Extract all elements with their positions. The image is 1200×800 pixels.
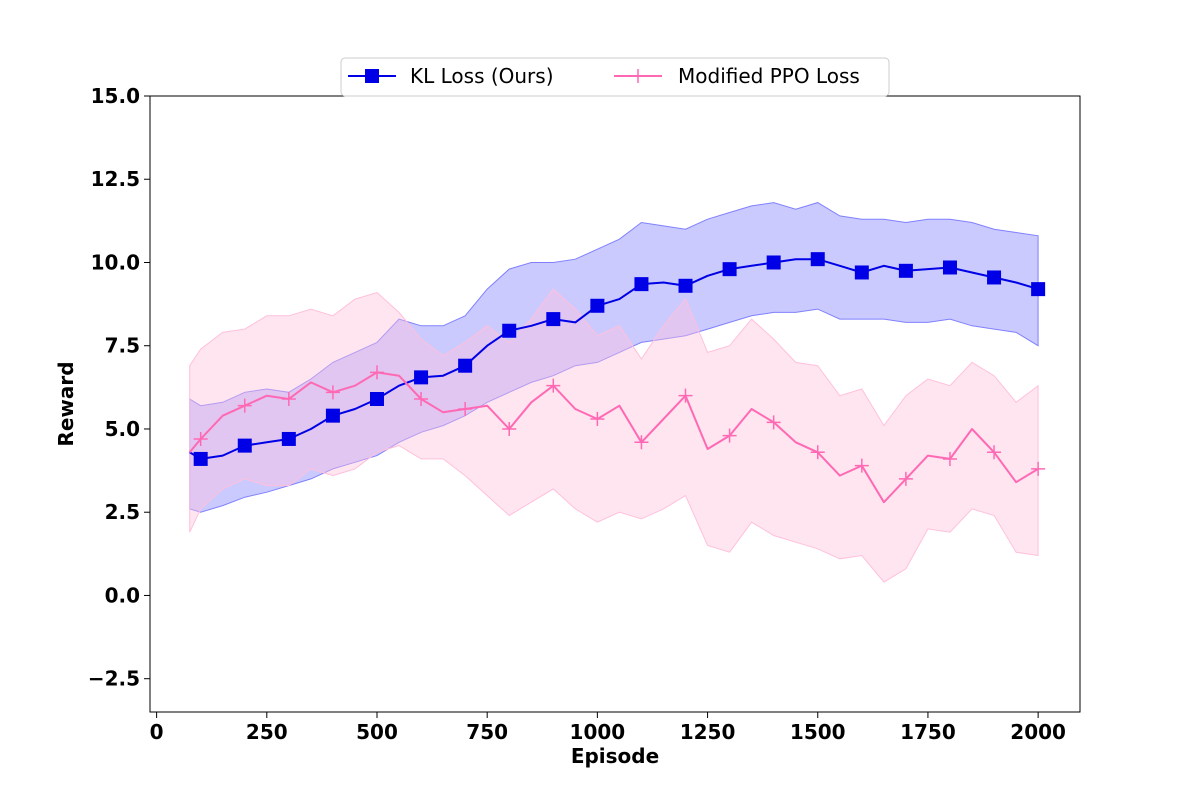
y-tick-label: 7.5 <box>105 334 140 358</box>
x-tick-label: 1000 <box>570 720 626 744</box>
modified-ppo-loss-marker <box>546 378 561 393</box>
modified-ppo-loss-marker <box>237 398 252 413</box>
modified-ppo-loss-marker <box>590 411 605 426</box>
kl-loss-marker <box>854 265 869 280</box>
kl-loss-marker <box>590 298 605 313</box>
modified-ppo-loss-marker <box>281 392 296 407</box>
kl-loss-marker <box>766 255 781 270</box>
modified-ppo-loss-marker <box>1031 461 1046 476</box>
y-axis: −2.5 0.0 2.5 5.0 7.5 10.0 12.5 15.0 <box>88 84 150 691</box>
modified-ppo-loss-marker <box>987 445 1002 460</box>
modified-ppo-loss-marker <box>502 421 517 436</box>
kl-loss-marker <box>546 312 561 327</box>
x-tick-label: 750 <box>466 720 508 744</box>
kl-loss-marker <box>502 323 517 338</box>
modified-ppo-loss-marker <box>854 458 869 473</box>
x-tick-label: 2000 <box>1010 720 1066 744</box>
y-tick-label: 12.5 <box>91 167 140 191</box>
modified-ppo-loss-marker <box>325 385 340 400</box>
modified-ppo-loss-band <box>189 288 1039 583</box>
kl-loss-marker <box>634 277 649 292</box>
modified-ppo-loss-marker <box>414 392 429 407</box>
modified-ppo-loss-marker <box>942 451 957 466</box>
modified-ppo-loss-marker <box>193 431 208 446</box>
kl-loss-marker <box>193 451 208 466</box>
y-axis-label: Reward <box>54 361 78 446</box>
kl-loss-marker <box>987 270 1002 285</box>
legend: KL Loss (Ours) Modified PPO Loss <box>340 57 890 97</box>
series-markers <box>193 252 1046 486</box>
kl-loss-marker <box>722 262 737 277</box>
modified-ppo-loss-marker <box>898 471 913 486</box>
x-tick-label: 1750 <box>900 720 956 744</box>
kl-loss-marker <box>325 408 340 423</box>
kl-loss-marker <box>898 263 913 278</box>
modified-ppo-loss-marker <box>678 388 693 403</box>
modified-ppo-loss-marker <box>810 445 825 460</box>
x-tick-label: 500 <box>356 720 398 744</box>
x-tick-label: 0 <box>150 720 164 744</box>
kl-loss-band <box>189 202 1039 513</box>
kl-loss-marker <box>414 370 429 385</box>
legend-modified-ppo-loss-marker <box>631 69 645 83</box>
y-tick-label: 2.5 <box>105 500 140 524</box>
x-axis-label: Episode <box>571 744 659 768</box>
modified-ppo-loss-marker <box>766 415 781 430</box>
confidence-bands <box>189 202 1039 583</box>
kl-loss-marker <box>942 260 957 275</box>
series-lines <box>188 258 1039 504</box>
kl-loss-marker <box>1031 282 1046 297</box>
legend-kl-loss-label: KL Loss (Ours) <box>410 64 554 88</box>
kl-loss-marker <box>678 278 693 293</box>
modified-ppo-loss-marker <box>369 365 384 380</box>
kl-loss-marker <box>810 252 825 267</box>
x-tick-label: 1500 <box>790 720 846 744</box>
x-axis: 0 250 500 750 1000 1250 1500 1750 2000 <box>150 712 1066 744</box>
y-tick-label: −2.5 <box>88 667 140 691</box>
kl-loss-marker <box>369 392 384 407</box>
x-tick-label: 1250 <box>680 720 736 744</box>
kl-loss-marker <box>237 438 252 453</box>
legend-kl-loss-marker <box>365 69 379 83</box>
y-tick-label: 5.0 <box>105 417 140 441</box>
kl-loss-marker <box>281 431 296 446</box>
kl-loss-marker <box>458 358 473 373</box>
legend-modified-ppo-loss-label: Modified PPO Loss <box>678 64 860 88</box>
y-tick-label: 15.0 <box>91 84 140 108</box>
modified-ppo-loss-line <box>188 371 1039 504</box>
y-tick-label: 10.0 <box>91 250 140 274</box>
kl-loss-line <box>189 258 1039 460</box>
modified-ppo-loss-marker <box>634 435 649 450</box>
modified-ppo-loss-marker <box>722 428 737 443</box>
x-tick-label: 250 <box>246 720 288 744</box>
modified-ppo-loss-marker <box>458 401 473 416</box>
y-tick-label: 0.0 <box>105 583 140 607</box>
